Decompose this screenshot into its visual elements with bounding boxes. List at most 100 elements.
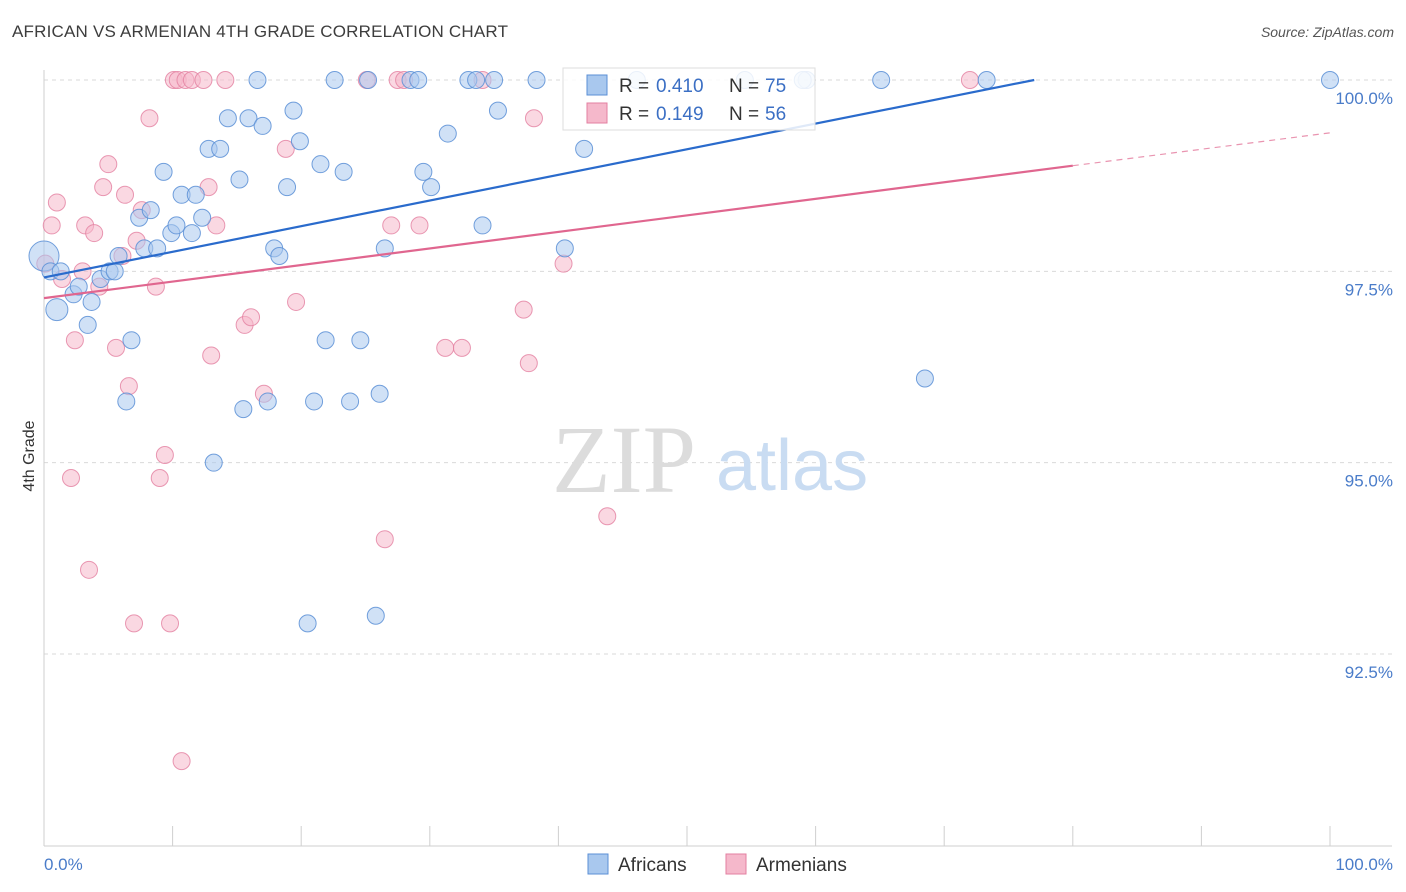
africans-point bbox=[239, 109, 258, 128]
y-tick-label: 92.5% bbox=[1345, 663, 1393, 682]
bottom-legend-label-armenians: Armenians bbox=[756, 855, 847, 876]
bottom-legend-label-africans: Africans bbox=[618, 855, 687, 876]
legend-r-value-2: 0.149 bbox=[656, 104, 704, 125]
africans-point bbox=[305, 392, 324, 411]
africans-point bbox=[186, 185, 205, 204]
armenians-point bbox=[514, 300, 533, 319]
armenians-point bbox=[140, 109, 159, 128]
armenians-point bbox=[382, 216, 401, 235]
x-tick-label-max: 100.0% bbox=[1335, 855, 1393, 874]
africans-point bbox=[167, 216, 186, 235]
africans-point bbox=[485, 71, 504, 89]
armenians-point bbox=[42, 216, 61, 235]
africans-point bbox=[45, 298, 69, 322]
legend-r-label-1: R = bbox=[619, 76, 649, 97]
x-tick-label-min: 0.0% bbox=[44, 855, 83, 874]
trend-lines bbox=[43, 78, 1331, 300]
africans-point bbox=[316, 331, 335, 350]
africans-point bbox=[467, 71, 486, 89]
africans-point bbox=[278, 178, 297, 197]
armenians-point bbox=[80, 560, 99, 579]
africans-point bbox=[148, 239, 167, 258]
armenians-point bbox=[452, 338, 471, 357]
africans-point bbox=[555, 239, 574, 258]
armenians-point bbox=[155, 446, 174, 465]
legend-r-value-1: 0.410 bbox=[656, 76, 704, 97]
africans-trend-line bbox=[43, 78, 1035, 279]
africans-point bbox=[211, 139, 230, 158]
legend-n-label-1: N = bbox=[729, 76, 759, 97]
watermark-atlas: atlas bbox=[716, 426, 868, 506]
armenians-point bbox=[146, 277, 165, 296]
africans-point bbox=[117, 392, 136, 411]
africans-point bbox=[341, 392, 360, 411]
africans-point bbox=[325, 71, 344, 89]
africans-point bbox=[218, 109, 237, 128]
africans-point bbox=[422, 178, 441, 197]
africans-point bbox=[122, 331, 141, 350]
africans-point bbox=[1321, 71, 1339, 89]
africans-point bbox=[204, 453, 223, 472]
armenians-point bbox=[410, 216, 429, 235]
armenians-point bbox=[161, 614, 180, 633]
armenians-point bbox=[960, 71, 979, 89]
armenians-point bbox=[107, 338, 126, 357]
africans-point bbox=[915, 369, 934, 388]
africans-point bbox=[109, 247, 128, 266]
legend-swatch-africans bbox=[586, 74, 608, 96]
africans-point bbox=[51, 262, 70, 281]
armenians-point bbox=[524, 109, 543, 128]
armenians-point bbox=[554, 254, 573, 273]
y-tick-label: 95.0% bbox=[1345, 472, 1393, 491]
armenians-points bbox=[36, 71, 979, 771]
africans-point bbox=[527, 71, 546, 89]
axes bbox=[43, 70, 1392, 847]
africans-point bbox=[334, 162, 353, 181]
africans-points bbox=[28, 71, 1339, 633]
correlation-legend: R = 0.410 N = 75 R = 0.149 N = 56 bbox=[562, 67, 816, 131]
y-axis-label: 4th Grade bbox=[21, 420, 38, 491]
armenians-point bbox=[276, 139, 295, 158]
legend-n-value-2: 56 bbox=[765, 104, 786, 125]
chart-title: AFRICAN VS ARMENIAN 4TH GRADE CORRELATIO… bbox=[12, 22, 509, 41]
africans-point bbox=[370, 384, 389, 403]
armenians-point bbox=[85, 224, 104, 243]
africans-point bbox=[154, 162, 173, 181]
africans-point bbox=[977, 71, 996, 89]
africans-point bbox=[488, 101, 507, 120]
x-axis-ticks bbox=[43, 826, 1331, 846]
africans-point bbox=[290, 132, 309, 151]
africans-point bbox=[82, 292, 101, 311]
africans-point bbox=[69, 277, 88, 296]
armenians-point bbox=[242, 308, 261, 327]
africans-point bbox=[366, 606, 385, 625]
y-tick-label: 100.0% bbox=[1335, 89, 1393, 108]
armenians-point bbox=[47, 193, 66, 212]
africans-point bbox=[351, 331, 370, 350]
africans-point bbox=[253, 116, 272, 135]
y-axis-tick-labels: 92.5% 95.0% 97.5% 100.0% bbox=[1335, 89, 1393, 682]
africans-point bbox=[409, 71, 428, 89]
africans-point bbox=[575, 139, 594, 158]
africans-point bbox=[311, 155, 330, 174]
armenians-trend-extension bbox=[1072, 132, 1331, 167]
africans-point bbox=[473, 216, 492, 235]
africans-point bbox=[141, 201, 160, 220]
armenians-point bbox=[375, 530, 394, 549]
africans-point bbox=[414, 162, 433, 181]
armenians-trend-line bbox=[43, 164, 1073, 300]
legend-r-label-2: R = bbox=[619, 104, 649, 125]
armenians-point bbox=[598, 507, 617, 526]
africans-point bbox=[258, 392, 277, 411]
series-legend: Africans Armenians bbox=[587, 853, 847, 876]
y-tick-label: 97.5% bbox=[1345, 280, 1393, 299]
chart-source: Source: ZipAtlas.com bbox=[1260, 24, 1394, 40]
africans-point bbox=[284, 101, 303, 120]
africans-point bbox=[230, 170, 249, 189]
armenians-point bbox=[94, 178, 113, 197]
armenians-point bbox=[287, 292, 306, 311]
africans-point bbox=[872, 71, 891, 89]
africans-point bbox=[438, 124, 457, 143]
grid-lines bbox=[44, 79, 1392, 655]
